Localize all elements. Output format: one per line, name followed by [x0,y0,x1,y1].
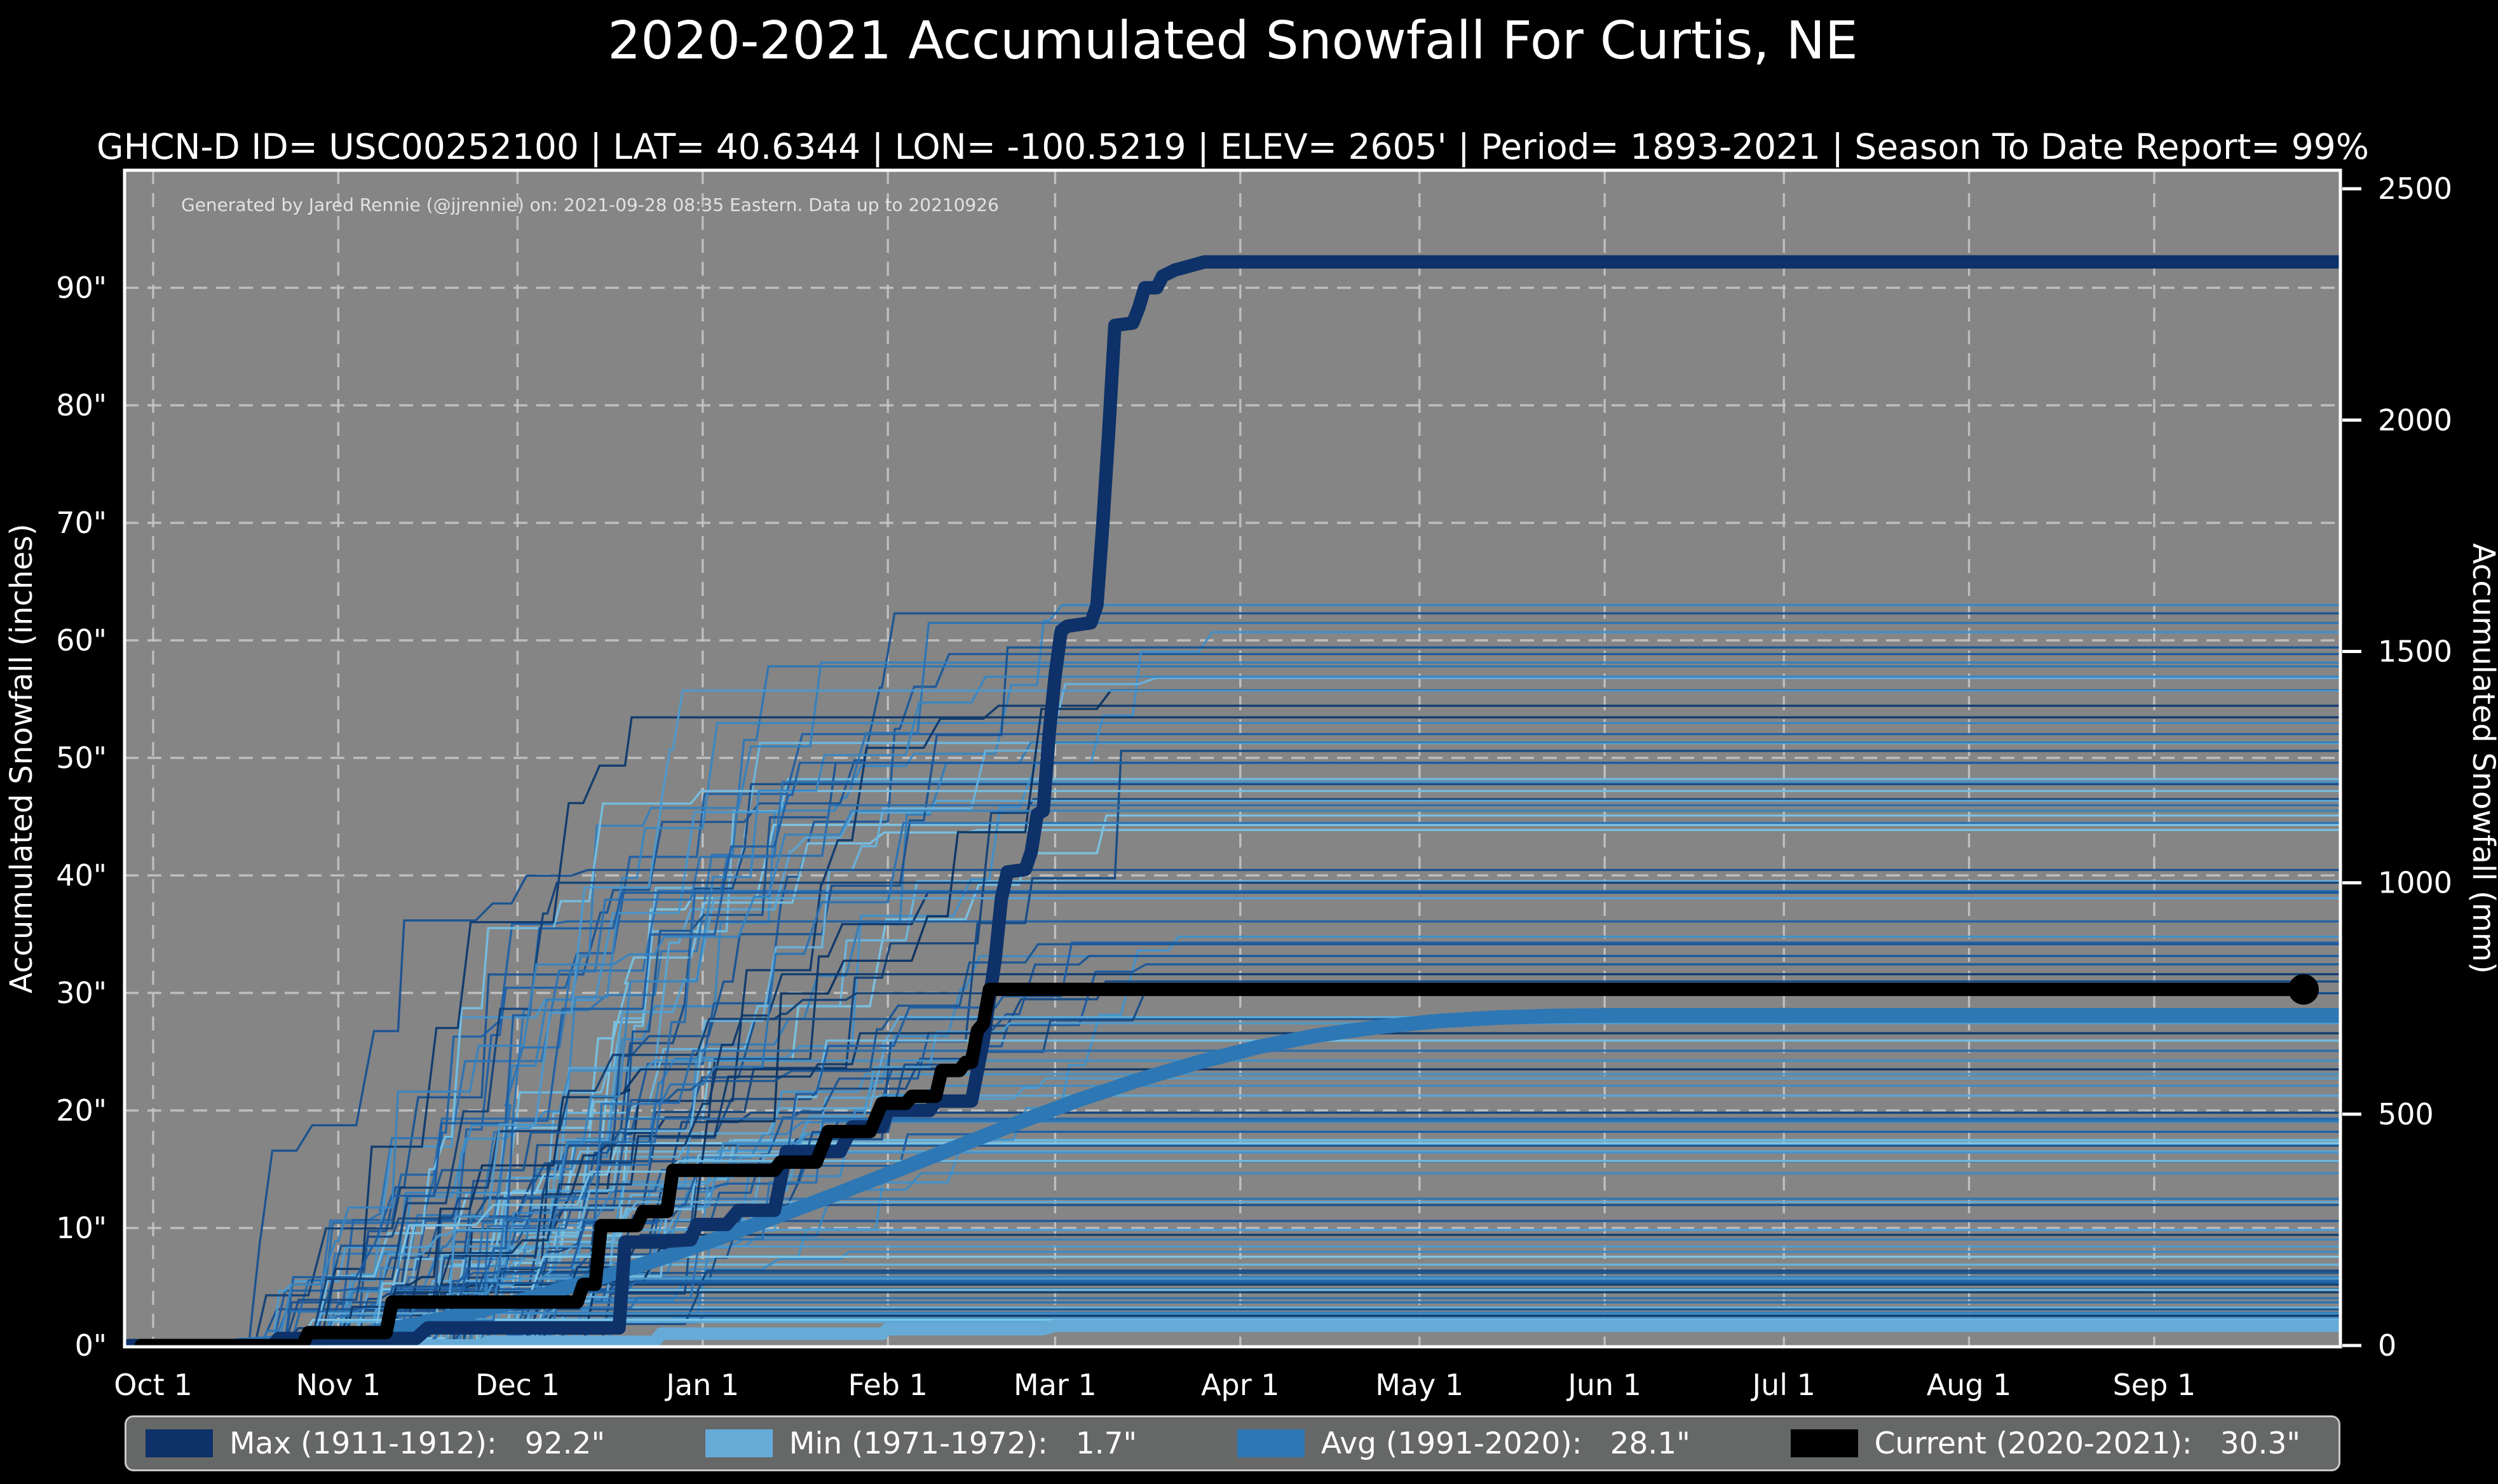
right-tick-label: 2000 [2378,403,2452,437]
year-line [125,920,2340,1347]
left-axis-title: Accumulated Snowfall (inches) [4,523,39,994]
year-line [125,621,2340,1347]
x-tick-label: Jan 1 [664,1368,739,1402]
year-line [125,705,2340,1347]
x-tick-label: Jul 1 [1751,1368,1816,1402]
gridlines [125,170,2340,1347]
highlight-series-lines [125,255,2340,1347]
legend-item-max: Max (1911-1912): 92.2" [146,1426,605,1461]
x-tick-label: Aug 1 [1927,1368,2012,1402]
x-tick-label: Dec 1 [475,1368,560,1402]
year-line [125,992,2340,1347]
plot-spine [123,168,2342,1349]
year-line [125,716,2340,1347]
max-line-swatch [146,1429,213,1457]
series-line-max-1911-1912 [125,255,2340,1347]
legend-label: Max (1911-1912): [229,1426,497,1461]
year-line [125,868,2340,1347]
left-tick-label: 50" [56,741,107,775]
year-line [125,722,2340,1347]
right-tick-label: 1500 [2378,634,2452,668]
year-line [125,781,2340,1347]
legend-label: Min (1971-1972): [789,1426,1048,1461]
left-tick-label: 30" [56,976,107,1010]
avg-line-swatch [1237,1429,1305,1457]
chart-legend: Max (1911-1912): 92.2" Min (1971-1972): … [125,1415,2340,1471]
min-line-swatch [705,1429,773,1457]
year-line [125,677,2340,1347]
x-tick-label: Nov 1 [296,1368,381,1402]
left-axis-ticks: 0" 10" 20" 30" 40" 50" 60" 70" 80" 90" [56,271,107,1363]
year-line [125,689,2340,1347]
legend-value: 28.1" [1610,1426,1690,1461]
legend-item-min: Min (1971-1972): 1.7" [705,1426,1137,1461]
annotation-credit: Generated by Jared Rennie (@jjrennie) on… [181,194,999,215]
legend-label: Current (2020-2021): [1874,1426,2192,1461]
series-line-min-1971-1972 [125,1319,2340,1347]
series-line-avg-1991-2020 [229,1008,2340,1347]
x-tick-label: Mar 1 [1014,1368,1097,1402]
x-tick-label: Feb 1 [848,1368,928,1402]
right-tick-label: 500 [2378,1097,2434,1131]
year-line [125,891,2340,1347]
year-line [125,750,2340,1347]
legend-label: Avg (1991-2020): [1320,1426,1582,1461]
left-tick-label: 90" [56,271,107,305]
legend-item-current: Current (2020-2021): 30.3" [1790,1426,2300,1461]
left-tick-label: 10" [56,1211,107,1245]
right-tick-label: 2500 [2378,172,2452,206]
x-tick-label: Apr 1 [1201,1368,1279,1402]
series-line-current-2020-2021 [134,982,2311,1347]
right-axis-title: Accumulated Snowfall (mm) [2466,543,2498,974]
left-tick-label: 80" [56,388,107,422]
legend-value: 92.2" [524,1426,606,1461]
left-tick-label: 70" [56,506,107,540]
x-axis-ticks: Oct 1 Nov 1 Dec 1 Jan 1 Feb 1 Mar 1 Apr 1 May 1… [114,1368,2196,1402]
left-tick-label: 60" [56,623,107,658]
year-line [125,943,2340,1347]
legend-item-avg: Avg (1991-2020): 28.1" [1237,1426,1690,1461]
current-line-swatch [1790,1429,1858,1457]
x-tick-label: Jun 1 [1566,1368,1641,1402]
year-line [125,689,2340,1347]
x-tick-label: May 1 [1375,1368,1463,1402]
x-tick-label: Oct 1 [114,1368,192,1402]
chart-subtitle: GHCN-D ID= USC00252100 | LAT= 40.6344 | … [97,126,2369,168]
year-line [125,652,2340,1347]
right-tick-label: 0 [2378,1328,2396,1363]
year-line [125,661,2340,1347]
page-title: 2020-2021 Accumulated Snowfall For Curti… [608,11,1857,71]
right-tick-label: 1000 [2378,866,2452,900]
right-axis-ticks: 0 500 1000 1500 2000 2500 [2342,172,2452,1363]
legend-value: 1.7" [1075,1426,1137,1461]
x-tick-label: Sep 1 [2113,1368,2196,1402]
current-end-dot [2288,974,2319,1005]
left-tick-label: 40" [56,858,107,893]
year-line [125,665,2340,1347]
left-tick-label: 0" [75,1328,107,1363]
left-tick-label: 20" [56,1093,107,1128]
legend-value: 30.3" [2220,1426,2300,1461]
year-line [125,809,2340,1347]
